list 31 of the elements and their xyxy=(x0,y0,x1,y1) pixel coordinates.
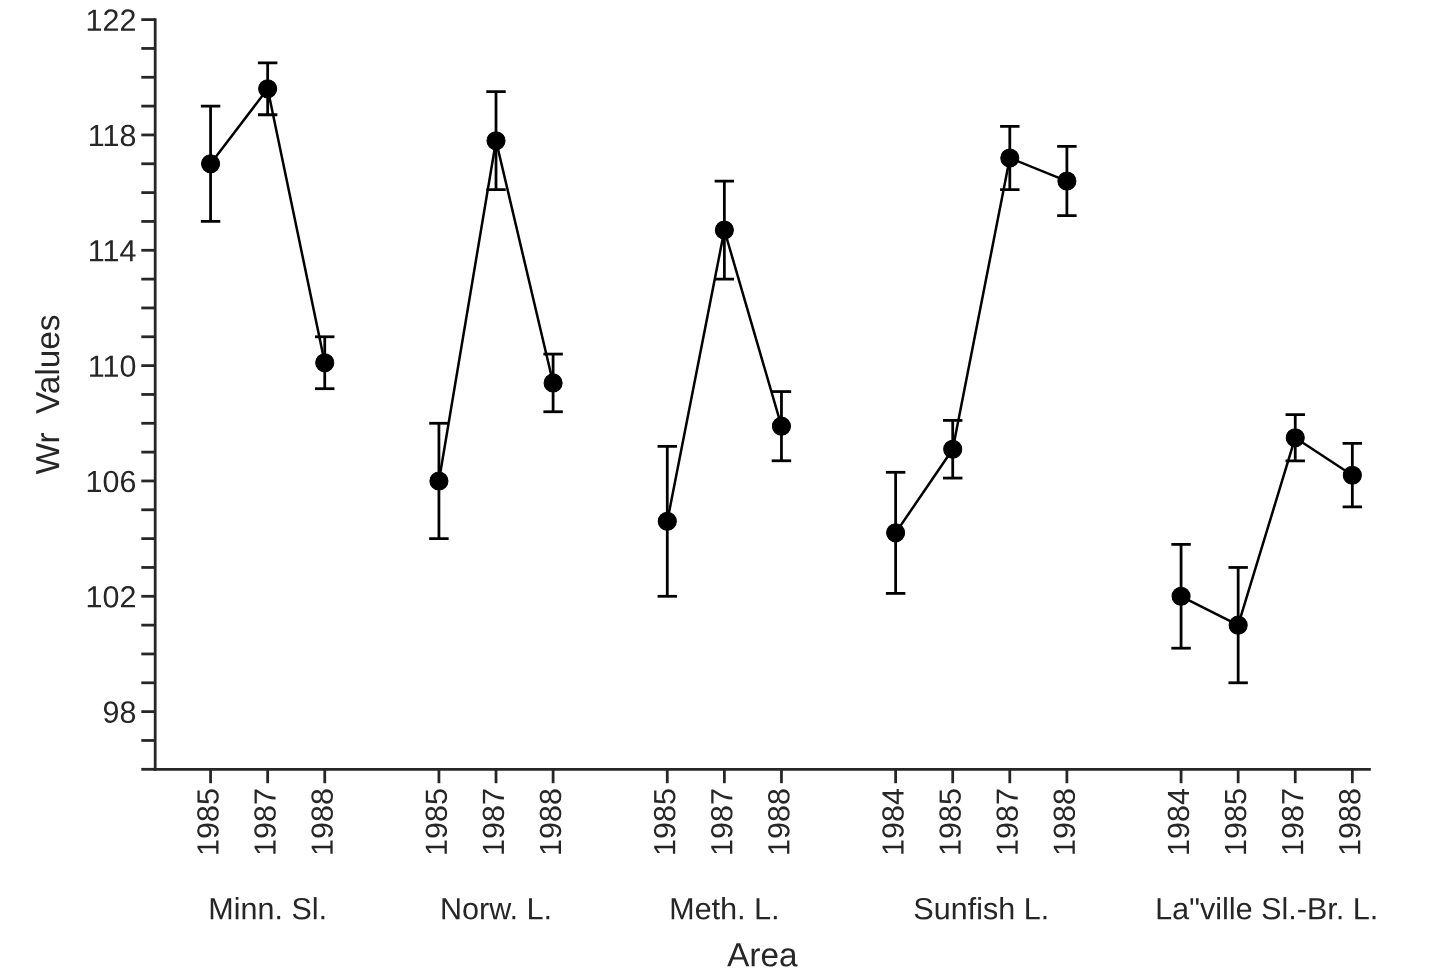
x-tick-label: 1987 xyxy=(1281,789,1304,854)
y-tick-label: 106 xyxy=(87,470,136,493)
x-tick-label: 1985 xyxy=(425,789,448,854)
x-tick-label: 1985 xyxy=(939,789,961,854)
y-tick-label: 122 xyxy=(87,9,135,31)
text: Norw. L. xyxy=(442,898,550,920)
y-tick-label: 102 xyxy=(87,586,135,608)
x-tick-label: 1985 xyxy=(653,789,676,854)
x-tick-label: 1988 xyxy=(768,789,790,854)
x-tick-label: 1987 xyxy=(996,789,1019,854)
x-tick-label: 1984 xyxy=(882,788,904,854)
x-tick-label: 1984 xyxy=(1167,788,1190,854)
y-tick-label: 118 xyxy=(90,124,136,147)
x-axis-title: Area xyxy=(727,943,798,967)
text: La"ville Sl.-Br. L. xyxy=(1157,897,1376,920)
text: Meth. L. xyxy=(671,897,777,920)
x-tick-label: 1988 xyxy=(539,789,562,854)
x-tick-label: 1987 xyxy=(482,789,505,854)
x-tick-label: 1985 xyxy=(197,789,219,854)
x-tick-label: 1987 xyxy=(254,789,276,854)
text: Minn. Sl. xyxy=(210,897,325,920)
y-tick-label: 114 xyxy=(90,240,136,262)
y-axis-title: Wr Values xyxy=(34,315,60,475)
y-tick-label: 110 xyxy=(90,355,136,377)
text: Sunfish L. xyxy=(914,897,1047,920)
x-tick-label: 1985 xyxy=(1224,789,1247,854)
x-tick-label: 1988 xyxy=(1053,789,1076,854)
x-tick-label: 1988 xyxy=(1338,789,1361,854)
x-tick-label: 1988 xyxy=(311,789,333,854)
y-tick-label: 98 xyxy=(103,701,136,723)
x-tick-label: 1987 xyxy=(710,789,733,854)
